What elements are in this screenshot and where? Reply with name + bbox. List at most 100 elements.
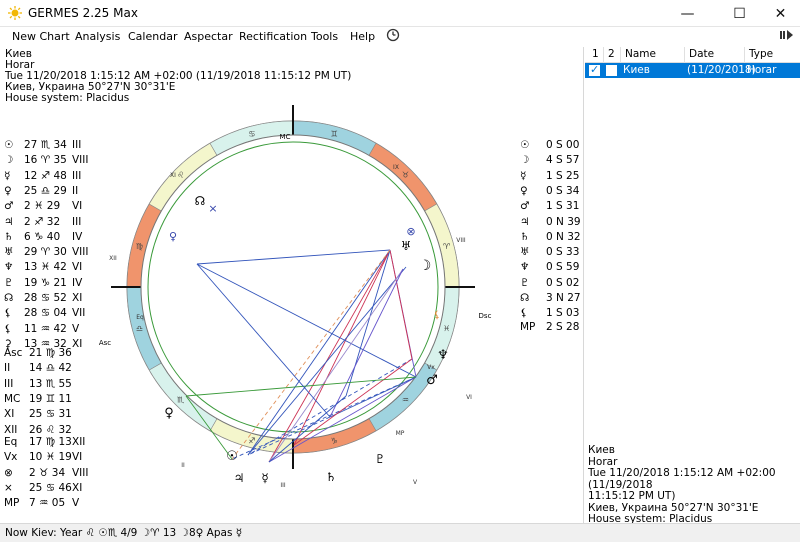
col-type[interactable]: Type [749,48,774,60]
checkbox-chart-2[interactable] [606,65,617,76]
house-label: III [4,377,14,390]
declination-value: 0 N 39 [546,215,581,228]
col-date[interactable]: Date [689,48,715,60]
menu-help[interactable]: Help [350,30,376,43]
planet-glyph: ⚸ [4,307,12,320]
planet-house: VI [72,200,83,213]
declination-glyph: ♂ [520,200,530,213]
chart-type: Horar [5,59,35,71]
info-location: Киев, Украина 50°27'N 30°31'E [588,501,759,514]
wheel-planet-glyph: ♄ [326,470,337,484]
planet-position: 27 ♏ 34 [24,139,67,151]
mp-marker: MP [396,430,405,437]
aspect-lines [185,249,417,463]
planet-position: 28 ♋ 52 [24,292,67,304]
planet-glyph: ☿ [4,169,11,182]
minimize-button[interactable]: — [680,5,695,22]
aspect-line [231,249,391,460]
zodiac-sign-glyph: ♉ [402,171,409,180]
house-number: XII [109,255,117,262]
declination-value: 0 S 00 [546,139,580,151]
planet-position: 6 ♑ 40 [24,230,61,243]
planet-house: VIII [72,246,89,259]
checkbox-chart-1[interactable] [589,63,600,76]
planet-position: 11 ♒ 42 [24,322,67,335]
info-type: Horar [588,455,618,468]
planet-position: 28 ♋ 04 [24,307,67,320]
planet-house: III [72,169,82,182]
planet-position: 12 ♐ 48 [24,169,67,182]
house-label: XI [4,408,15,421]
aspect-line [293,358,413,446]
house-number: V [413,479,418,486]
declination-value: 1 S 25 [546,169,580,182]
declination-value: 0 S 33 [546,246,580,259]
mc-label: MC [280,133,291,141]
point-label: MP [4,497,20,510]
chart-wheel[interactable]: AscDscMCIC☉♃☿♄♇♂♆☽♅⊗♀♀☊×⚸XIIXVIIIXIIVIII… [93,87,493,487]
close-button[interactable]: ✕ [774,5,787,22]
row-name: Киев [623,64,650,76]
point-position: 10 ♓ 19 [29,451,72,464]
planet-position: 25 ♎ 29 [24,184,67,197]
declination-glyph: ☉ [520,139,530,151]
menu-new-chart[interactable]: New Chart [12,30,70,43]
house-position: 26 ♌ 32 [29,423,72,436]
info-datetime: Tue 11/20/2018 1:15:12 AM +02:00 (11/19/… [588,467,776,491]
dsc-label: Dsc [479,312,492,320]
col-name[interactable]: Name [625,48,656,60]
info-house-system: House system: Placidus [588,513,713,525]
zodiac-sign-glyph: ♊ [331,129,338,138]
wheel-planet-glyph: ♇ [375,452,386,466]
point-label: × [4,481,13,494]
declination-value: 0 S 02 [546,276,580,289]
status-text: Now Kiev: Year ♌ ☉♏ 4/9 ☽♈ 13 ☽8♀ Apas ☿ [5,527,243,539]
planet-house: III [72,139,82,151]
planet-position: 29 ♈ 30 [24,246,67,259]
info-datetime-ut: 11:15:12 PM UT) [588,490,676,502]
menu-tools[interactable]: Tools [311,30,339,43]
clock-icon[interactable] [386,28,400,45]
aspect-line [196,249,391,265]
house-number: VI [466,394,472,401]
wheel-planet-glyph: ♆ [437,348,449,363]
col-separator [684,47,685,63]
zodiac-sign-glyph: ♐ [248,437,255,446]
aspect-line [247,416,331,456]
house-number: II [181,462,185,469]
aspect-line [293,249,391,446]
wheel-planet-glyph: ☉ [226,449,238,464]
house-position: 19 ♊ 11 [29,392,72,405]
aspect-line [329,376,417,418]
aspect-line [268,268,404,463]
aspect-line [231,376,417,460]
charts-list-pane: 1 2 Name Date Type Киев (11/20/2018) Hor… [585,47,800,523]
expand-panel-icon[interactable] [780,29,794,45]
chart-datetime: Tue 11/20/2018 1:15:12 AM +02:00 (11/19/… [5,70,352,82]
house-label: II [4,362,11,375]
maximize-button[interactable]: ☐ [733,5,746,22]
house-number: III [280,482,286,487]
house-label: MC [4,392,21,405]
planet-glyph: ♀ [4,184,12,197]
menu-analysis[interactable]: Analysis [75,30,121,43]
menu-calendar[interactable]: Calendar [128,30,178,43]
zodiac-sign-glyph: ♋ [248,129,255,138]
house-position: 25 ♋ 31 [29,408,72,421]
wheel-planet-glyph: ♀ [164,406,174,421]
menu-rectification[interactable]: Rectification [239,30,308,43]
col-2[interactable]: 2 [608,48,615,60]
aspect-line [247,266,407,456]
planet-glyph: ♅ [4,246,14,259]
declination-value: 1 S 03 [546,307,580,320]
col-1[interactable]: 1 [592,48,599,60]
zodiac-sign-glyph: ♑ [331,437,338,446]
menu-aspectar[interactable]: Aspectar [184,30,233,43]
mp-declination-label: MP [520,321,536,333]
house-number: VIII [456,237,466,244]
zodiac-sign-glyph: ♓ [443,324,450,333]
aspect-line [268,249,391,463]
eq-marker: Eq [136,314,144,321]
table-row[interactable]: Киев (11/20/2018) Horar [585,63,800,78]
planet-house: VII [72,307,86,320]
